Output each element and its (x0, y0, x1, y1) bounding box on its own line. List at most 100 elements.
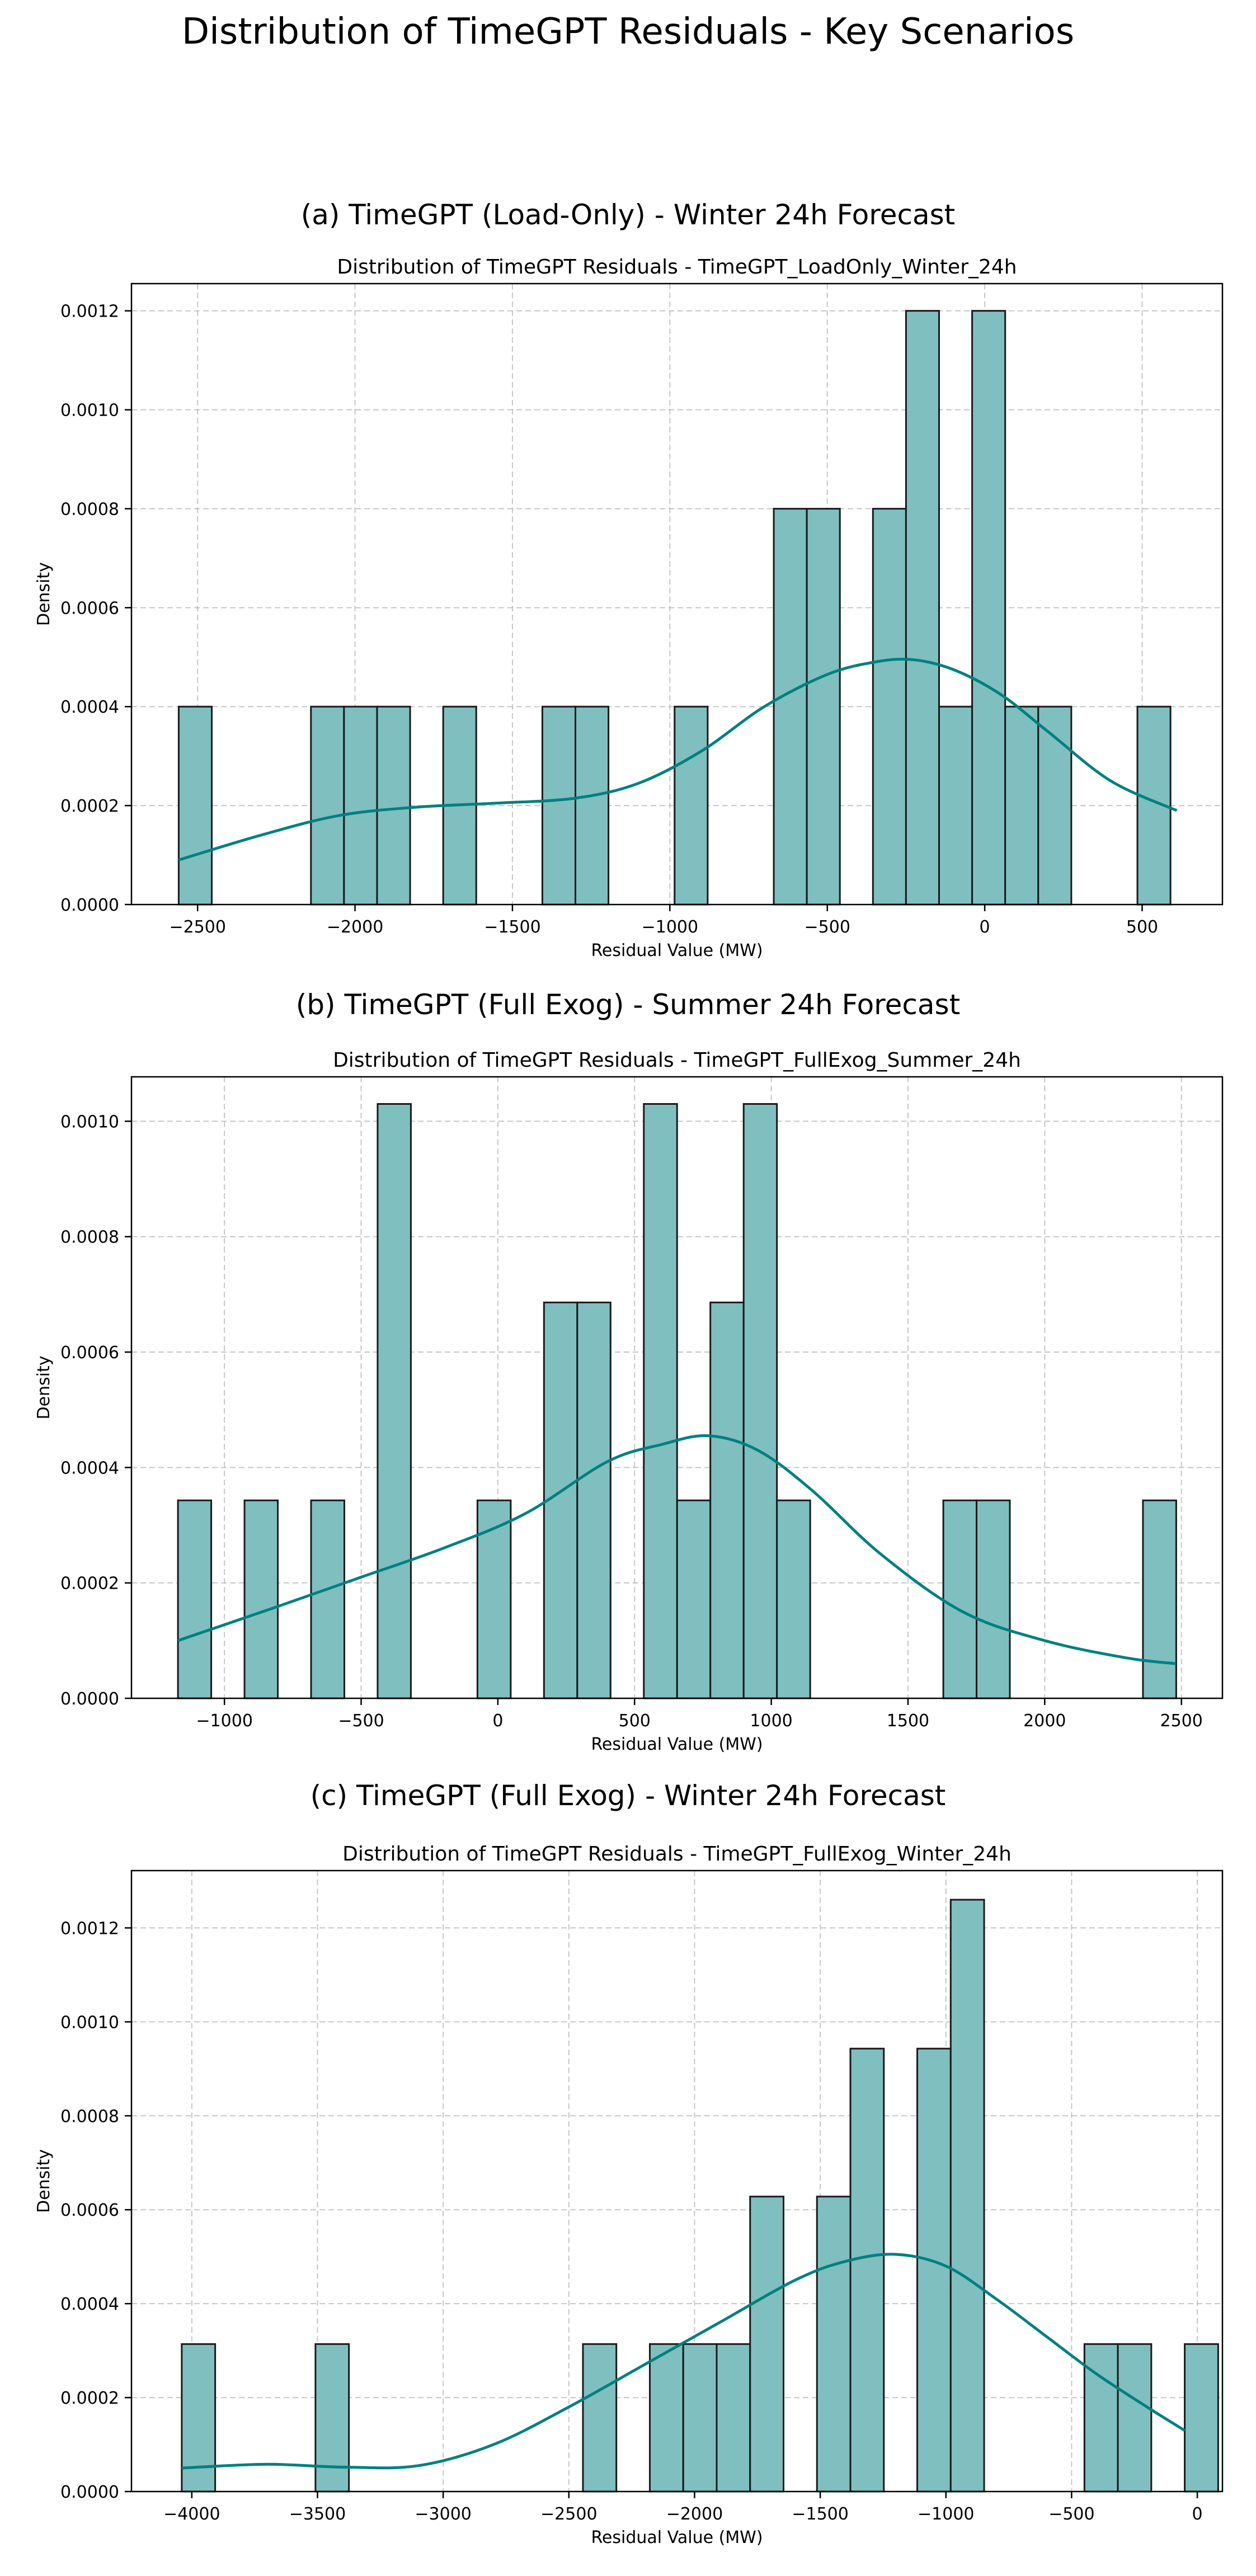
x-tick-label: 0 (1192, 2504, 1203, 2524)
x-tick-label: 0 (980, 917, 990, 937)
x-tick-label: −3500 (289, 2504, 346, 2524)
histogram-bar (971, 310, 1006, 906)
y-tick-label: 0.0010 (60, 1112, 119, 1132)
x-tick-label: −500 (338, 1711, 384, 1731)
x-axis-label: Residual Value (MW) (591, 2528, 763, 2547)
y-tick-label: 0.0002 (60, 1574, 119, 1594)
x-tick-label: 500 (1126, 917, 1158, 937)
axes-title: Distribution of TimeGPT Residuals - Time… (333, 1049, 1021, 1072)
histogram-bar (916, 2047, 952, 2493)
histogram-bar (177, 705, 213, 906)
y-tick-label: 0.0004 (60, 1458, 119, 1478)
x-tick-label: −2000 (666, 2504, 723, 2524)
histogram-bar (742, 1103, 778, 1699)
histogram-bar (676, 1499, 712, 1699)
histogram-bar (582, 2343, 618, 2493)
histogram-bar (310, 705, 345, 906)
histogram-bar (1037, 705, 1072, 906)
y-tick-label: 0.0008 (60, 2107, 119, 2126)
figure-title: Distribution of TimeGPT Residuals - Key … (181, 11, 1075, 53)
histogram-bar (749, 2196, 785, 2493)
y-axis-label: Density (34, 1355, 54, 1419)
x-tick-label: −1000 (918, 2504, 974, 2524)
axes-frame (130, 282, 1224, 906)
histogram-bar (806, 507, 841, 906)
axes-frame (130, 1076, 1224, 1699)
y-tick-label: 0.0000 (60, 2483, 119, 2502)
y-axis-label: Density (34, 562, 54, 626)
histogram-bar (476, 1499, 512, 1699)
histogram-bar (682, 2343, 718, 2493)
y-tick-label: 0.0000 (60, 1689, 119, 1709)
histogram-bar (1004, 705, 1039, 906)
y-tick-label: 0.0008 (60, 1228, 119, 1247)
y-tick-label: 0.0012 (60, 1919, 119, 1938)
histogram-bar (310, 1499, 345, 1699)
histogram-bar (674, 705, 709, 906)
axes-title: Distribution of TimeGPT Residuals - Time… (337, 256, 1017, 279)
histogram-bar (938, 705, 973, 906)
y-tick-label: 0.0010 (60, 2013, 119, 2032)
x-tick-label: −1500 (484, 917, 540, 937)
y-tick-label: 0.0004 (60, 2295, 119, 2314)
panel-title-b: (b) TimeGPT (Full Exog) - Summer 24h For… (295, 988, 961, 1021)
x-tick-label: −1000 (642, 917, 698, 937)
histogram-bar (1142, 1499, 1177, 1699)
histogram-bar (942, 1499, 978, 1699)
y-tick-label: 0.0008 (60, 500, 119, 519)
x-tick-label: −2500 (540, 2504, 597, 2524)
panel-title-c: (c) TimeGPT (Full Exog) - Winter 24h For… (310, 1779, 946, 1812)
kde-curve (181, 2253, 1186, 2470)
histogram-bar (243, 1499, 279, 1699)
x-tick-label: −1500 (792, 2504, 848, 2524)
x-tick-label: 0 (492, 1711, 503, 1731)
panel-title-a: (a) TimeGPT (Load-Only) - Winter 24h For… (300, 199, 956, 231)
y-axis-label: Density (34, 2149, 54, 2213)
histogram-bar (648, 2343, 684, 2493)
histogram-bar (976, 1499, 1011, 1699)
y-tick-label: 0.0010 (60, 401, 119, 421)
y-tick-label: 0.0002 (60, 797, 119, 816)
histogram-bar (816, 2196, 852, 2493)
histogram-bar (575, 705, 610, 906)
histogram-bar (576, 1301, 611, 1699)
histogram-bar (773, 507, 808, 906)
x-tick-label: −500 (1048, 2504, 1094, 2524)
x-tick-label: −1000 (196, 1711, 252, 1731)
x-tick-label: −2500 (169, 917, 225, 937)
histogram-bar (314, 2343, 350, 2493)
histogram-bar (776, 1499, 811, 1699)
x-tick-label: 2000 (1023, 1711, 1066, 1731)
y-tick-label: 0.0002 (60, 2389, 119, 2408)
y-tick-label: 0.0012 (60, 302, 119, 322)
kde-curve (177, 1434, 1177, 1665)
histogram-bar (377, 1103, 412, 1699)
histogram-bar (1083, 2343, 1119, 2493)
y-tick-label: 0.0000 (60, 896, 119, 915)
x-tick-label: 1500 (887, 1711, 929, 1731)
y-tick-label: 0.0006 (60, 599, 119, 618)
x-tick-label: 500 (619, 1711, 651, 1731)
histogram-bar (949, 1899, 985, 2493)
x-tick-label: −3000 (415, 2504, 471, 2524)
histogram-bar (716, 2343, 751, 2493)
y-tick-label: 0.0006 (60, 1343, 119, 1363)
histogram-bar (1184, 2343, 1219, 2493)
x-tick-label: −4000 (163, 2504, 220, 2524)
axes-title: Distribution of TimeGPT Residuals - Time… (342, 1843, 1012, 1866)
x-tick-label: 1000 (750, 1711, 792, 1731)
axes-frame (130, 1869, 1224, 2493)
histogram-bar (1117, 2343, 1152, 2493)
x-axis-label: Residual Value (MW) (591, 941, 763, 960)
histogram-bar (709, 1301, 745, 1699)
kde-curve (178, 657, 1178, 861)
histogram-bar (376, 705, 411, 906)
x-tick-label: 2500 (1160, 1711, 1203, 1731)
histogram-bar (872, 507, 907, 906)
chart-c: −4000 −3500 −3000 −2500 −2000 −1500 −1000 −500 0… (34, 1843, 1224, 2547)
histogram-bar (343, 705, 378, 906)
chart-b: −1000 −500 0 500 1000 1500 2000 2500 0.0000 0.000… (34, 1049, 1224, 1754)
x-axis-label: Residual Value (MW) (591, 1735, 763, 1754)
x-tick-label: −2000 (327, 917, 383, 937)
histogram-bar (177, 1499, 213, 1699)
